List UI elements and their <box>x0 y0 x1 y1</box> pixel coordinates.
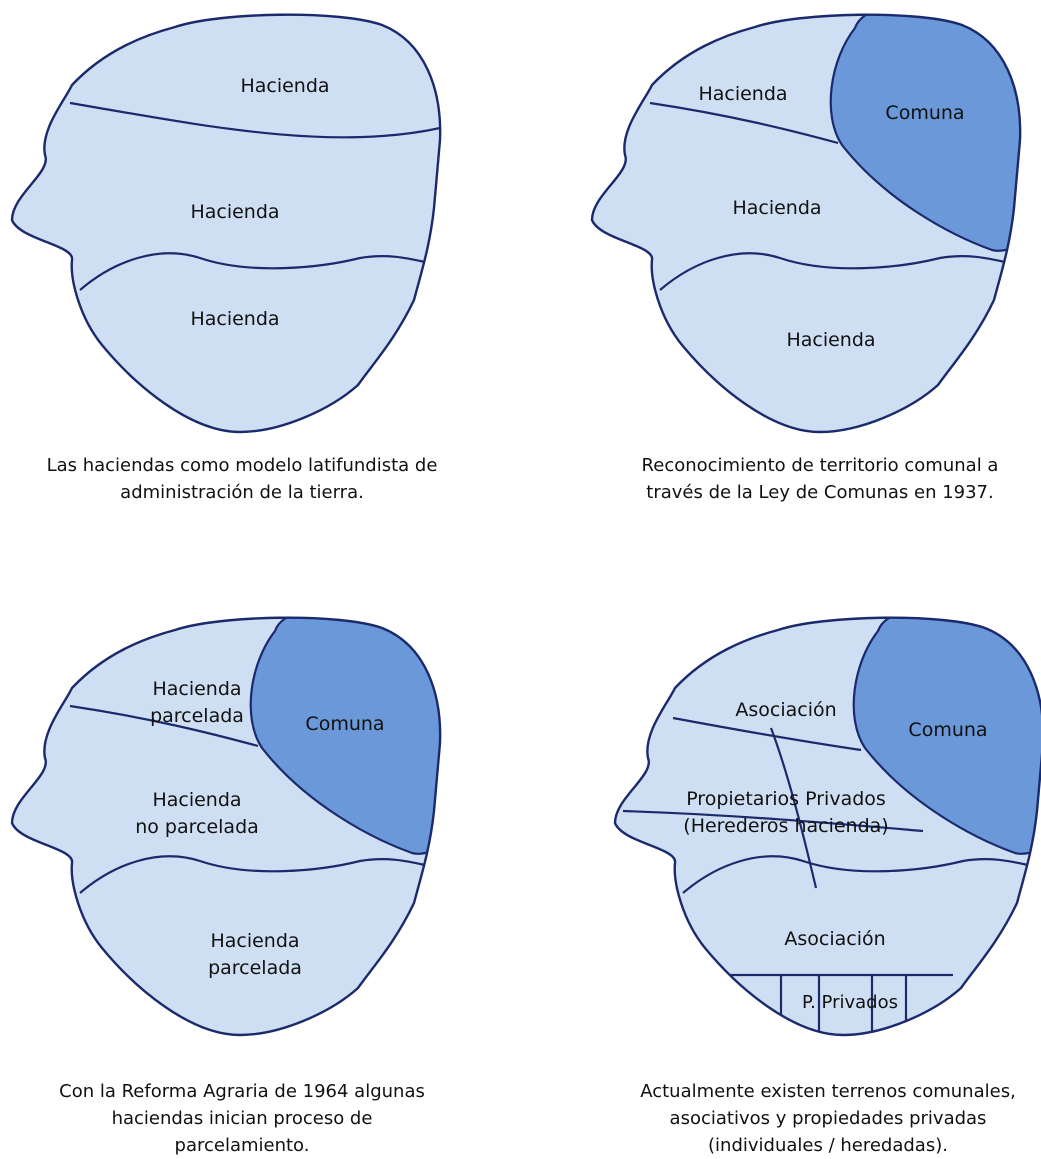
region-label: Asociación <box>735 699 836 721</box>
region-label: Hacienda <box>152 678 241 700</box>
region-label: Hacienda <box>210 930 299 952</box>
caption-panel-3: Con la Reforma Agraria de 1964 algunas h… <box>59 1081 425 1156</box>
region-label: Hacienda <box>732 197 821 219</box>
region-label: Hacienda <box>190 201 279 223</box>
caption-panel-4: Actualmente existen terrenos comunales, … <box>640 1081 1016 1156</box>
caption-panel-1: Las haciendas como modelo latifundista d… <box>46 455 438 503</box>
region-label: (Herederos hacienda) <box>683 815 888 837</box>
region-label: Propietarios Privados <box>686 788 886 810</box>
boundary-line <box>622 809 924 833</box>
panel-1-haciendas-diagram: Hacienda Hacienda Hacienda <box>10 13 442 434</box>
boundary-line <box>649 101 839 145</box>
comuna-label: Comuna <box>885 102 964 124</box>
boundary-line <box>79 855 441 894</box>
boundary-line <box>769 727 818 889</box>
boundary-line <box>682 855 1041 894</box>
panel-3-reforma-diagram: Hacienda parcelada Comuna Hacienda no pa… <box>10 616 442 1037</box>
panel-4-actual-diagram: Asociación Comuna Propietarios Privados … <box>613 616 1041 1037</box>
region-label: Hacienda <box>190 308 279 330</box>
panel-2-comuna-diagram: Hacienda Comuna Hacienda Hacienda <box>590 13 1022 434</box>
region-label: parcelada <box>150 705 244 727</box>
caption-panel-2: Reconocimiento de territorio comunal a t… <box>641 455 999 503</box>
boundary-line <box>672 716 862 752</box>
boundary-line <box>69 704 259 748</box>
region-label: Hacienda <box>786 329 875 351</box>
region-label: no parcelada <box>135 816 259 838</box>
region-label: Hacienda <box>152 789 241 811</box>
territory-shape <box>12 14 441 433</box>
parcel-label: P. Privados <box>802 992 898 1013</box>
comuna-label: Comuna <box>908 719 987 741</box>
boundary-line <box>79 252 441 291</box>
comuna-label: Comuna <box>305 713 384 735</box>
region-label: Hacienda <box>698 83 787 105</box>
region-label: Hacienda <box>240 75 329 97</box>
boundary-line <box>659 252 1021 291</box>
boundary-line <box>69 101 441 139</box>
region-label: Asociación <box>784 928 885 950</box>
region-label: parcelada <box>208 957 302 979</box>
